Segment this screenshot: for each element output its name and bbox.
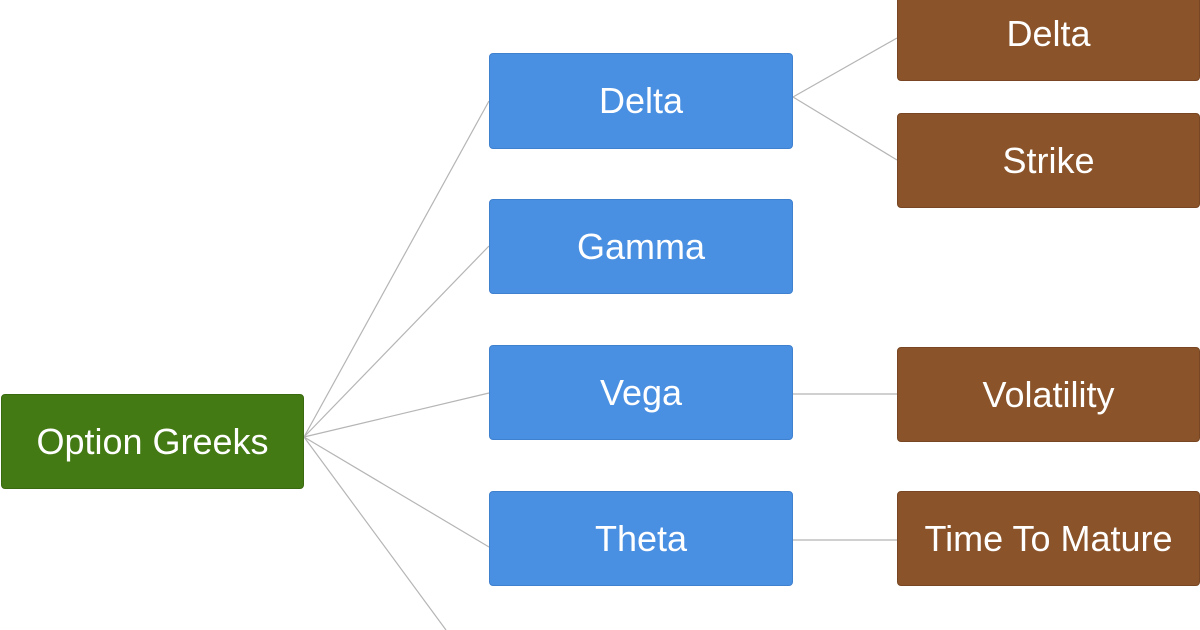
connector-root-vega xyxy=(303,392,490,438)
leaf-node-volatility[interactable]: Volatility xyxy=(897,347,1200,442)
connector-root-offscreen xyxy=(303,436,447,630)
connector-root-delta xyxy=(303,100,490,438)
branch-node-gamma[interactable]: Gamma xyxy=(489,199,793,294)
leaf-node-strike[interactable]: Strike xyxy=(897,113,1200,208)
root-node-option-greeks[interactable]: Option Greeks xyxy=(1,394,304,489)
branch-node-vega[interactable]: Vega xyxy=(489,345,793,440)
branch-node-theta[interactable]: Theta xyxy=(489,491,793,586)
connector-root-theta xyxy=(303,436,490,548)
leaf-node-time-to-mature[interactable]: Time To Mature xyxy=(897,491,1200,586)
branch-node-delta[interactable]: Delta xyxy=(489,53,793,149)
leaf-node-delta[interactable]: Delta xyxy=(897,0,1200,81)
connector-root-gamma xyxy=(303,245,490,438)
connector-delta-delta xyxy=(792,37,898,98)
connector-delta-strike xyxy=(792,96,898,161)
